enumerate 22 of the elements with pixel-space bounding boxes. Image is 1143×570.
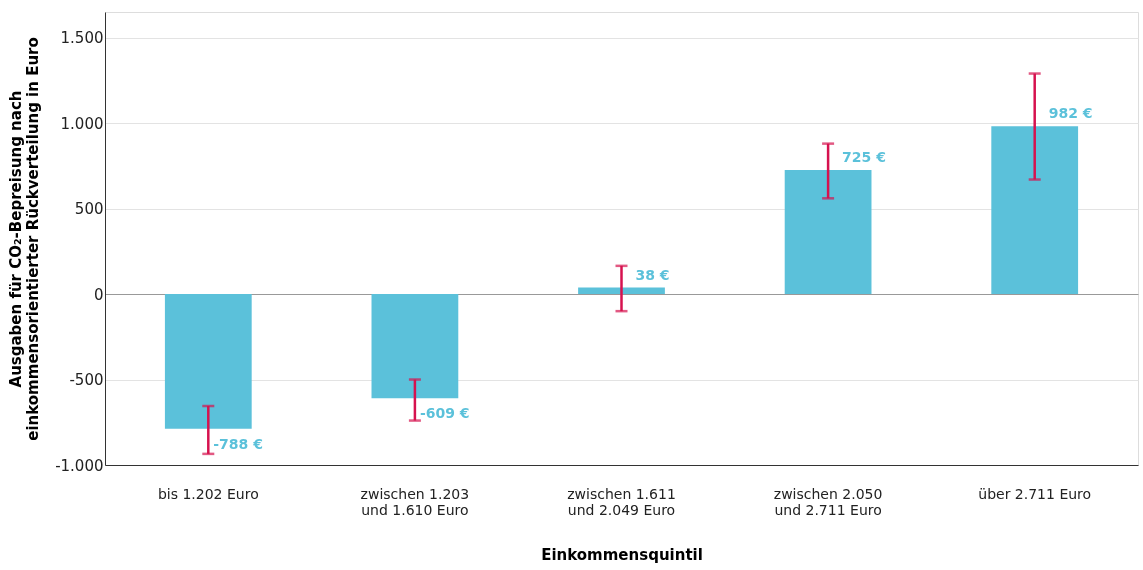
y-tick-label: -500 bbox=[69, 371, 104, 390]
y-tick-label: 1.500 bbox=[60, 29, 104, 48]
data-label: 725 € bbox=[842, 149, 886, 166]
data-label: 982 € bbox=[1048, 105, 1093, 122]
x-tick-label: zwischen 1.611 und 2.049 Euro bbox=[567, 485, 676, 518]
x-axis-title: Einkommensquintil bbox=[541, 545, 703, 564]
y-tick-label: 500 bbox=[74, 200, 104, 219]
x-tick-label: zwischen 2.050 und 2.711 Euro bbox=[773, 485, 883, 518]
bar bbox=[784, 170, 872, 295]
y-axis-title: Ausgaben für CO₂-Bepreisung nach einkommensorientierter Rückverteilung in Euro bbox=[7, 37, 43, 441]
x-tick-label: über 2.711 Euro bbox=[978, 485, 1092, 502]
y-tick-label: 0 bbox=[93, 285, 104, 304]
y-tick-label: 1.000 bbox=[60, 114, 104, 133]
bar bbox=[164, 294, 252, 429]
data-label: 38 € bbox=[635, 266, 670, 283]
data-label: -788 € bbox=[213, 435, 263, 452]
data-label: -609 € bbox=[419, 405, 470, 422]
bar bbox=[991, 126, 1079, 295]
x-tick-label: bis 1.202 Euro bbox=[157, 485, 259, 502]
bar bbox=[371, 294, 459, 399]
x-tick-label: zwischen 1.203 und 1.610 Euro bbox=[360, 485, 470, 518]
y-tick-label: -1.000 bbox=[55, 456, 104, 475]
